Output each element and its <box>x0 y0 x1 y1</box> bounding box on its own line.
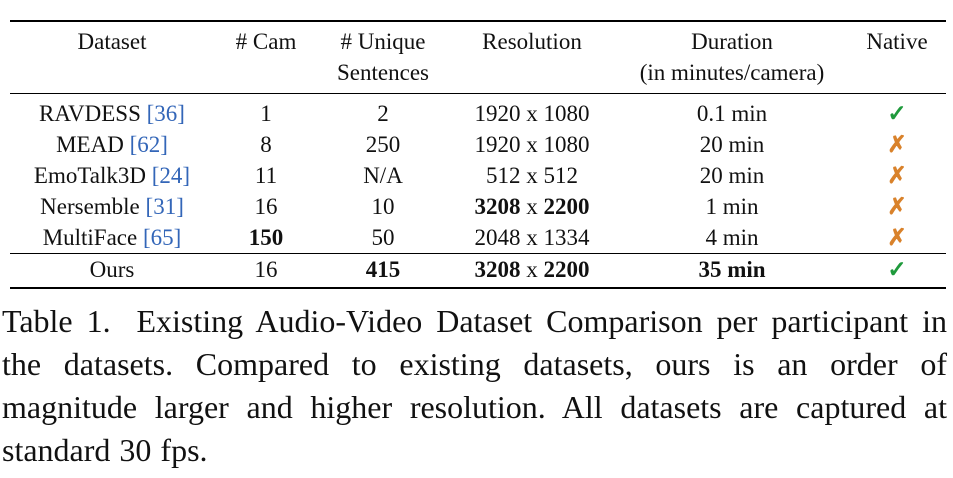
cam-count-cell: 8 <box>260 132 272 157</box>
citation-link[interactable]: [36] <box>146 101 185 126</box>
citation-link[interactable]: [31] <box>145 194 184 219</box>
native-cross-icon: ✗ <box>887 132 907 157</box>
native-cross-icon: ✗ <box>887 225 907 250</box>
header-row: Dataset # Cam # Unique Sentences Resoluti… <box>10 21 946 94</box>
cam-count-cell: 11 <box>254 163 278 188</box>
table-row: MultiFace [65] 150 50 2048 x 1334 4 min … <box>10 222 946 254</box>
duration-cell: 4 min <box>705 225 759 250</box>
citation-link[interactable]: [65] <box>142 225 182 250</box>
table-row: EmoTalk3D [24] 11 N/A 512 x 512 20 min ✗ <box>10 160 946 191</box>
table-caption: Table 1. Existing Audio-Video Dataset Co… <box>2 300 947 472</box>
resolution-cell: 3208 x 2200 <box>474 194 590 219</box>
duration-cell: 1 min <box>705 194 759 219</box>
header-cam: # Cam <box>235 29 297 54</box>
duration-cell: 0.1 min <box>696 101 768 126</box>
citation-link[interactable]: [62] <box>129 132 168 157</box>
cam-count-cell: 16 <box>254 194 278 219</box>
header-resolution: Resolution <box>482 29 582 54</box>
duration-cell: 20 min <box>699 132 765 157</box>
native-check-icon: ✓ <box>887 257 907 282</box>
duration-cell: 20 min <box>699 163 765 188</box>
dataset-name-cell: MEAD [62] <box>56 132 168 157</box>
dataset-name-cell: Nersemble [31] <box>40 194 184 219</box>
table-row-ours: Ours 16 415 3208 x 2200 35 min ✓ <box>10 253 946 288</box>
dataset-name-cell: MultiFace [65] <box>42 225 182 250</box>
sentences-cell: N/A <box>363 163 403 188</box>
resolution-cell: 512 x 512 <box>486 163 578 188</box>
caption-text: Existing Audio-Video Dataset Comparison … <box>2 303 947 468</box>
native-cross-icon: ✗ <box>887 194 907 219</box>
cam-count-cell: 150 <box>248 225 284 250</box>
sentences-cell: 50 <box>371 225 395 250</box>
dataset-comparison-table: Dataset # Cam # Unique Sentences Resoluti… <box>10 20 946 289</box>
resolution-cell: 2048 x 1334 <box>474 225 590 250</box>
resolution-cell: 3208 x 2200 <box>474 257 590 282</box>
resolution-cell: 1920 x 1080 <box>474 132 590 157</box>
dataset-name-cell: Ours <box>89 257 135 282</box>
sentences-cell: 10 <box>371 194 395 219</box>
sentences-cell: 2 <box>377 101 389 126</box>
header-native: Native <box>866 29 928 54</box>
sentences-cell: 250 <box>365 132 401 157</box>
table-body: RAVDESS [36] 1 2 1920 x 1080 0.1 min ✓ M… <box>10 94 946 288</box>
table-row: RAVDESS [36] 1 2 1920 x 1080 0.1 min ✓ <box>10 94 946 130</box>
resolution-cell: 1920 x 1080 <box>474 101 590 126</box>
table-row: Nersemble [31] 16 10 3208 x 2200 1 min ✗ <box>10 191 946 222</box>
header-duration: Duration (in minutes/camera) <box>639 29 825 85</box>
caption-label: Table 1. <box>2 303 111 339</box>
header-dataset: Dataset <box>77 29 147 54</box>
sentences-cell: 415 <box>365 257 401 282</box>
dataset-name-cell: RAVDESS [36] <box>39 101 185 126</box>
duration-cell: 35 min <box>698 257 766 282</box>
dataset-name-cell: EmoTalk3D [24] <box>33 163 191 188</box>
citation-link[interactable]: [24] <box>151 163 191 188</box>
native-check-icon: ✓ <box>887 101 907 126</box>
header-unique-sentences: # Unique Sentences <box>337 29 429 85</box>
native-cross-icon: ✗ <box>887 163 907 188</box>
table-row: MEAD [62] 8 250 1920 x 1080 20 min ✗ <box>10 129 946 160</box>
cam-count-cell: 16 <box>254 257 278 282</box>
table-header: Dataset # Cam # Unique Sentences Resoluti… <box>10 21 946 94</box>
cam-count-cell: 1 <box>260 101 272 126</box>
